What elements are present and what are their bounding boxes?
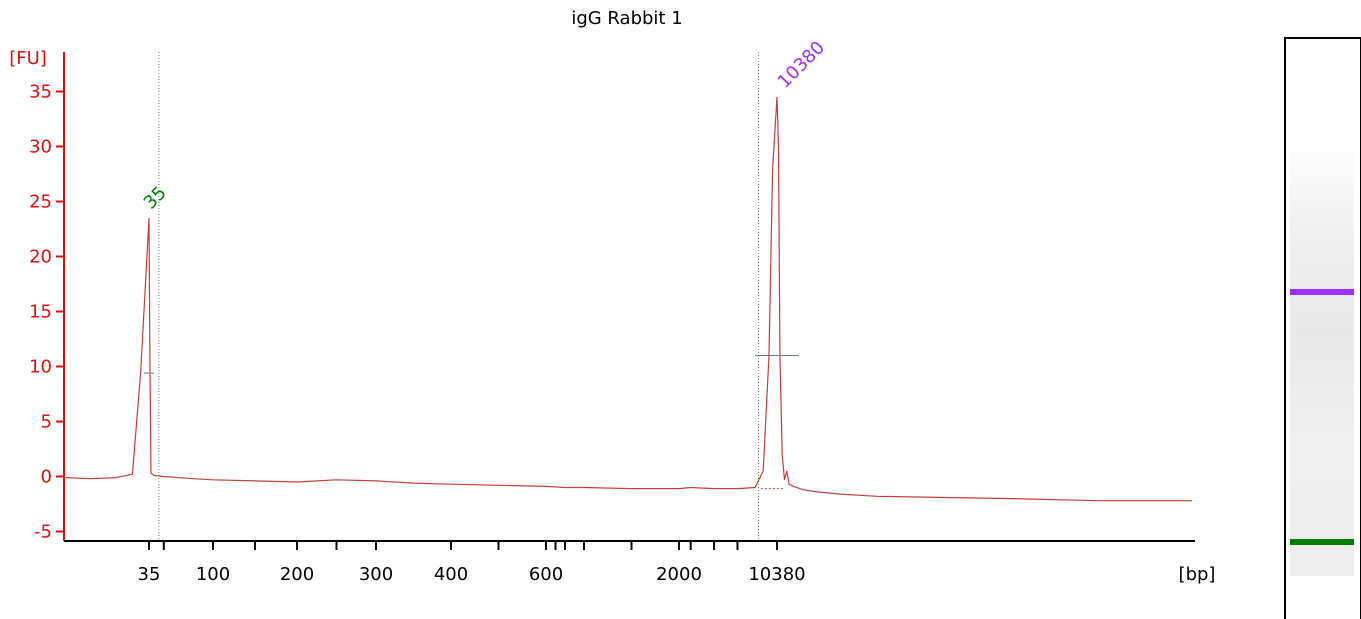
x-tick-label: 600 (529, 564, 563, 585)
x-tick-label: 200 (280, 564, 314, 585)
x-tick-label: 2000 (656, 564, 702, 585)
y-tick-label: 25 (29, 192, 52, 213)
y-tick-label: -5 (34, 522, 52, 543)
gel-band-upper (1290, 289, 1354, 295)
x-tick-label: 300 (359, 564, 393, 585)
y-tick-label: 30 (29, 137, 52, 158)
electropherogram-chart: igG Rabbit 1 [FU] [bp] -5 0 5 10 15 20 25 30 35 3… (9, 8, 1216, 585)
x-tick-label: 35 (138, 564, 161, 585)
gel-lane-background (1290, 136, 1354, 576)
y-tick-label: 15 (29, 302, 52, 323)
y-tick-label: 5 (41, 412, 52, 433)
y-tick-label: 20 (29, 247, 52, 268)
chart-title: igG Rabbit 1 (571, 8, 682, 29)
y-tick-label: 0 (41, 467, 52, 488)
y-axis-label: [FU] (9, 48, 47, 69)
x-tick-label: 10380 (748, 564, 805, 585)
gel-image-lane (1284, 37, 1361, 619)
x-tick-label: 400 (434, 564, 468, 585)
x-axis-label: [bp] (1179, 564, 1216, 585)
peak-label: 10380 (774, 37, 829, 92)
gel-band-lower (1290, 539, 1354, 545)
y-tick-label: 10 (29, 357, 52, 378)
y-tick-label: 35 (29, 82, 52, 103)
x-tick-label: 100 (196, 564, 230, 585)
signal-trace (65, 96, 1192, 502)
peak-label: 35 (140, 182, 171, 213)
